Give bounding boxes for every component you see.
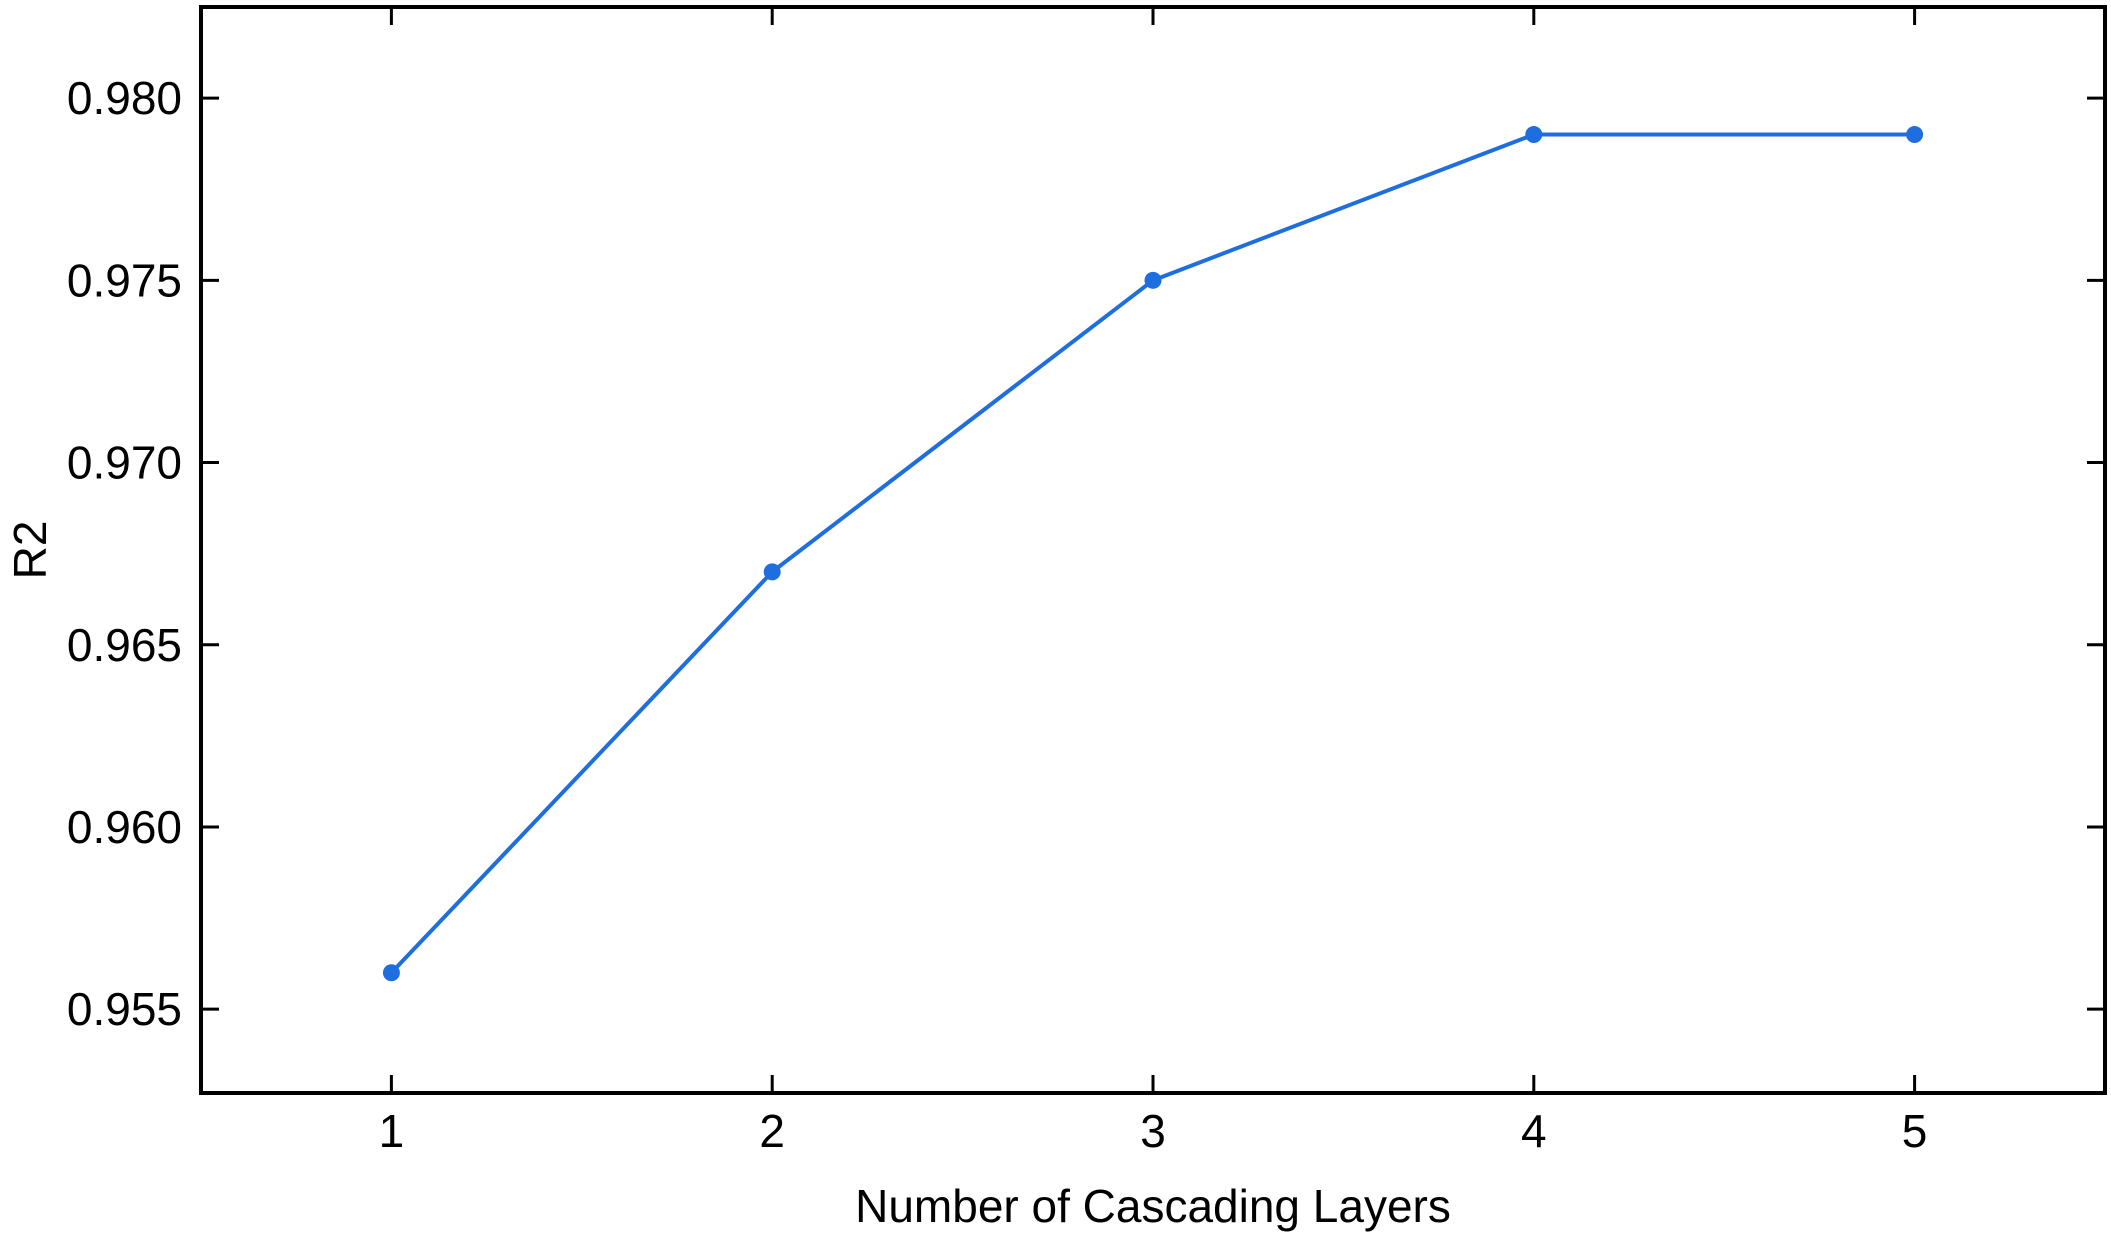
x-tick-label: 3	[1140, 1105, 1166, 1157]
y-tick-label: 0.970	[67, 437, 182, 489]
y-tick-label: 0.955	[67, 983, 182, 1035]
plot-frame	[199, 5, 2107, 1095]
data-point-x3	[1144, 271, 1162, 289]
labels-layer: 1 2 3 4 5 0.955 0.960 0.965 0.970 0.975 0.980	[67, 72, 1928, 1157]
y-axis-title: R2	[4, 521, 56, 580]
x-tick-label: 2	[759, 1105, 785, 1157]
data-point-x4	[1525, 126, 1543, 144]
y-tick-label: 0.960	[67, 801, 182, 853]
x-tick-label: 5	[1902, 1105, 1928, 1157]
y-tick-label: 0.980	[67, 72, 182, 124]
y-tick-label: 0.975	[67, 254, 182, 306]
x-tick-label: 4	[1521, 1105, 1547, 1157]
data-point-x1	[382, 964, 400, 982]
x-axis-title: Number of Cascading Layers	[855, 1180, 1451, 1232]
series-line	[389, 132, 1915, 975]
series-layer	[382, 126, 1924, 982]
data-point-x5	[1906, 126, 1924, 144]
y-tick-label: 0.965	[67, 619, 182, 671]
x-tick-label: 1	[379, 1105, 405, 1157]
data-point-x2	[763, 563, 781, 581]
ticks-layer	[201, 7, 2105, 1093]
